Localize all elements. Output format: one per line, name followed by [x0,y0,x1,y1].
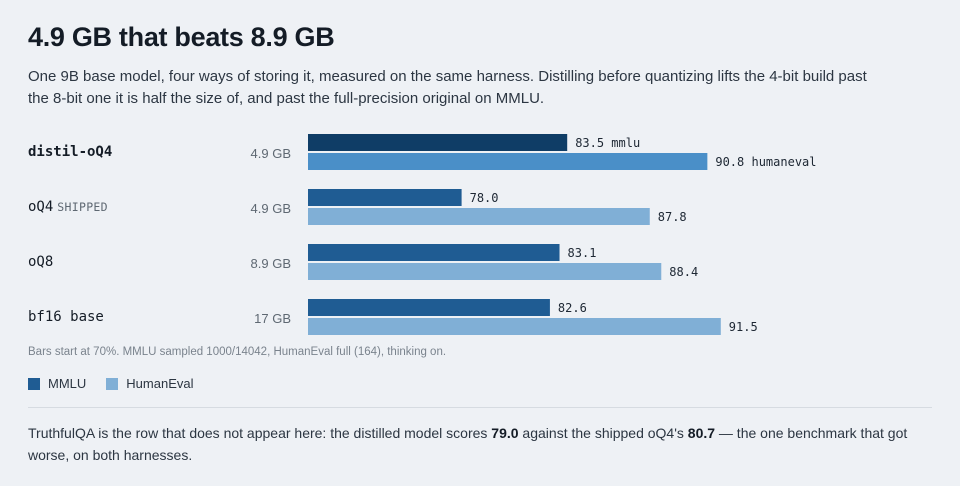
legend-label-humaneval: HumanEval [126,376,194,391]
footer-text-2: against the shipped oQ4's [518,425,688,441]
row-tag: SHIPPED [57,200,108,214]
value-label-humaneval-3: 88.4 [669,265,698,279]
bar-humaneval-2 [308,208,650,225]
page-subtitle: One 9B base model, four ways of storing … [28,68,867,107]
footer-value-shipped: 80.7 [687,425,716,441]
row-name-text: oQ4 [28,199,54,215]
legend-item-humaneval: HumanEval [106,376,193,391]
footer-note: TruthfulQA is the row that does not appe… [28,422,928,466]
legend-item-mmlu: MMLU [28,376,86,391]
footer-text-1: TruthfulQA is the row that does not appe… [28,425,492,441]
row-size: 17 GB [254,311,291,326]
chart-legend: MMLU HumanEval [28,376,213,391]
bar-mmlu-3 [308,244,560,261]
divider [28,407,932,408]
row-name-text: distil-oQ4 [28,144,113,160]
value-label-mmlu-3: 83.1 [568,246,597,260]
row-name: oQ4 SHIPPED [28,199,108,215]
row-name: distil-oQ4 [28,144,112,160]
bar-humaneval-4 [308,318,721,335]
value-label-mmlu-1: 83.5 mmlu [575,136,640,150]
value-label-mmlu-2: 78.0 [470,191,499,205]
footer-value-distilled: 79.0 [491,425,519,441]
bar-mmlu-1 [308,134,568,151]
legend-swatch-humaneval [106,377,119,390]
legend-swatch-mmlu [28,377,40,390]
row-name: oQ8 [28,254,53,270]
row-size: 8.9 GB [250,256,291,271]
value-label-humaneval-2: 87.8 [658,210,687,224]
row-name: bf16 base [28,309,104,325]
bar-chart: 83.5 mmlu 90.8 humaneval 78.0 87.8 83.1 88.4 8… [308,134,817,335]
row-size: 4.9 GB [250,201,291,216]
row-name-text: bf16 base [28,309,104,325]
page-title: 4.9 GB that beats 8.9 GB [28,22,335,52]
bar-mmlu-2 [308,189,462,206]
chart-note: Bars start at 70%. MMLU sampled 1000/140… [28,346,447,358]
row-name-text: oQ8 [28,254,54,270]
bar-humaneval-1 [308,153,708,170]
bar-mmlu-4 [308,299,550,316]
value-label-humaneval-1: 90.8 humaneval [715,155,816,169]
value-label-mmlu-4: 82.6 [558,301,587,315]
footer-text-3: — the one benchmark that got worse, on b… [28,425,908,463]
row-size: 4.9 GB [250,146,291,161]
legend-label-mmlu: MMLU [48,376,87,391]
bar-humaneval-3 [308,263,662,280]
value-label-humaneval-4: 91.5 [729,320,758,334]
